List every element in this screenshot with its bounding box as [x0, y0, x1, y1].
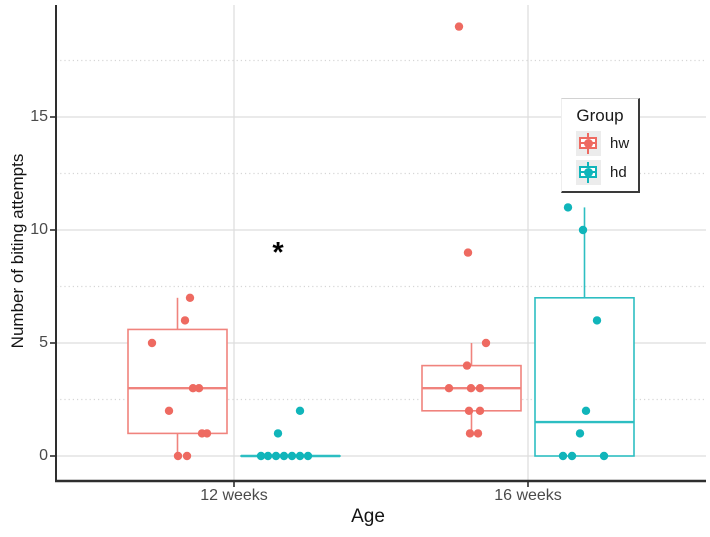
legend-entry-hd: hd — [562, 158, 638, 187]
legend-entry-hw: hw — [562, 129, 638, 158]
boxplot-key-icon — [576, 131, 601, 156]
x-tick-label-16-weeks: 16 weeks — [494, 487, 562, 504]
x-tick-label-12-weeks: 12 weeks — [200, 487, 268, 504]
legend-title: Group — [576, 106, 624, 125]
legend-label-hw: hw — [610, 135, 630, 152]
y-tick-label-0: 0 — [39, 447, 48, 464]
boxplot-key-icon — [576, 160, 601, 185]
y-tick-label-10: 10 — [30, 221, 48, 238]
legend-label-hd: hd — [610, 164, 627, 181]
x-axis-title: Age — [351, 506, 385, 527]
y-axis-title: Number of biting attempts — [8, 153, 27, 349]
y-tick-label-15: 15 — [30, 108, 48, 125]
significance-asterisk: * — [272, 237, 284, 269]
legend: Group hw hd — [561, 98, 640, 193]
y-tick-label-5: 5 — [39, 334, 48, 351]
